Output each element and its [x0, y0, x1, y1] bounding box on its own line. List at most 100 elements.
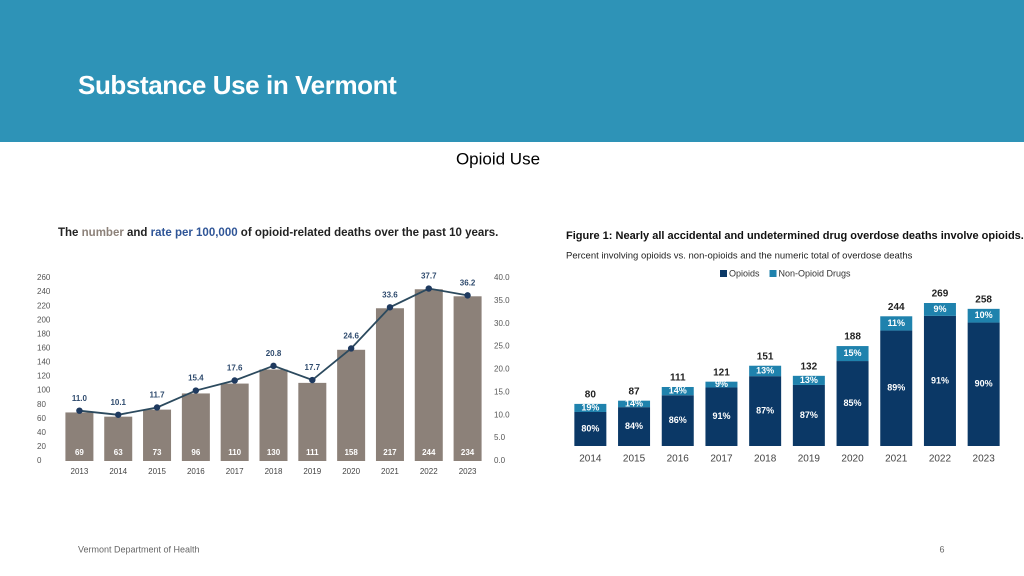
line-marker — [153, 404, 161, 411]
bar — [65, 412, 94, 461]
bar-label: 111 — [306, 448, 319, 457]
segment-label: 15% — [844, 348, 862, 358]
y-tick-label: 60 — [37, 414, 46, 423]
x-tick-label: 2019 — [303, 467, 321, 476]
total-label: 80 — [585, 390, 597, 401]
line-label: 10.1 — [110, 398, 126, 407]
bar-segment — [705, 381, 738, 388]
bar-segment — [618, 400, 651, 408]
bar — [375, 308, 404, 461]
segment-label: 87% — [800, 410, 818, 420]
bar-label: 110 — [228, 448, 241, 457]
x-tick-label: 2022 — [420, 467, 438, 476]
segment-label: 11% — [887, 318, 905, 328]
y2-tick-label: 35.0 — [494, 296, 510, 305]
y2-tick-label: 25.0 — [494, 342, 510, 351]
x-tick-label: 2023 — [459, 467, 477, 476]
x-tick-label: 2017 — [710, 454, 733, 465]
segment-label: 85% — [844, 398, 862, 408]
y2-tick-label: 0.0 — [494, 456, 506, 465]
line-label: 24.6 — [343, 332, 359, 341]
segment-label: 14% — [669, 385, 687, 395]
bar-segment — [792, 375, 825, 385]
line-label: 33.6 — [382, 290, 398, 299]
y-tick-label: 200 — [37, 315, 51, 324]
line-marker — [76, 407, 83, 414]
title-part: The — [58, 227, 82, 239]
page-number: 6 — [939, 544, 944, 554]
bar-label: 234 — [461, 448, 475, 457]
bar-segment — [967, 322, 1000, 446]
line-marker — [309, 376, 316, 384]
bar-segment — [574, 411, 607, 446]
chart-subtitle: Percent involving opioids vs. non-opioid… — [566, 251, 913, 262]
bar-label: 73 — [153, 448, 162, 457]
line-label: 11.7 — [149, 391, 165, 400]
footer-source: Vermont Department of Health — [78, 544, 200, 554]
legend-swatch — [720, 270, 727, 277]
x-tick-label: 2023 — [973, 454, 996, 465]
x-tick-label: 2014 — [579, 454, 602, 465]
segment-label: 86% — [669, 415, 687, 425]
line-label: 17.6 — [227, 364, 243, 373]
header-band — [0, 0, 1024, 142]
bar-label: 69 — [75, 448, 84, 457]
segment-label: 14% — [625, 398, 643, 408]
bar — [453, 296, 482, 461]
legend-swatch — [769, 270, 777, 277]
total-label: 269 — [932, 289, 949, 300]
bar-segment — [923, 315, 956, 446]
total-label: 188 — [844, 332, 861, 343]
y2-tick-label: 5.0 — [494, 433, 506, 442]
x-tick-label: 2014 — [109, 467, 127, 476]
total-label: 258 — [975, 294, 992, 305]
bar — [337, 349, 366, 461]
bar-segment — [880, 330, 913, 446]
x-tick-label: 2015 — [623, 454, 646, 465]
y-tick-label: 140 — [37, 358, 51, 367]
title-part: and — [124, 227, 151, 239]
x-tick-label: 2016 — [187, 467, 205, 476]
y2-tick-label: 10.0 — [494, 410, 510, 419]
line-label: 20.8 — [266, 349, 282, 358]
line-marker — [192, 387, 200, 394]
x-tick-label: 2022 — [929, 454, 952, 465]
y2-tick-label: 30.0 — [494, 319, 510, 328]
line-marker — [464, 292, 471, 299]
y-tick-label: 120 — [37, 372, 51, 381]
bar-segment — [749, 365, 782, 377]
y-tick-label: 180 — [37, 329, 51, 338]
segment-label: 84% — [625, 421, 643, 431]
segment-label: 10% — [975, 310, 993, 320]
total-label: 132 — [801, 361, 818, 372]
bar-segment — [705, 387, 738, 446]
line-label: 37.7 — [421, 272, 437, 281]
y-tick-label: 260 — [37, 273, 51, 282]
x-tick-label: 2015 — [148, 467, 166, 476]
bar — [143, 409, 172, 461]
x-tick-label: 2019 — [798, 454, 821, 465]
title-part: of opioid-related deaths over the past 1… — [238, 227, 499, 239]
bar — [414, 289, 443, 461]
x-tick-label: 2021 — [885, 454, 908, 465]
line-marker — [386, 304, 394, 311]
segment-label: 13% — [800, 375, 818, 385]
y-tick-label: 160 — [37, 343, 51, 352]
section-title: Opioid Use — [456, 149, 540, 168]
segment-label: 90% — [975, 379, 993, 389]
bar-segment — [618, 407, 651, 446]
title-part: number — [82, 227, 125, 239]
y2-tick-label: 20.0 — [494, 365, 510, 374]
slide-title: Substance Use in Vermont — [78, 70, 397, 100]
segment-label: 13% — [756, 365, 774, 375]
bar — [259, 369, 288, 461]
bar-segment — [836, 346, 869, 362]
bar-segment — [661, 395, 694, 446]
total-label: 111 — [670, 373, 686, 384]
x-tick-label: 2020 — [841, 454, 864, 465]
line-label: 36.2 — [460, 278, 476, 287]
legend-label: Opioids — [729, 268, 760, 278]
bar-segment — [836, 361, 869, 446]
y-tick-label: 80 — [37, 400, 46, 409]
